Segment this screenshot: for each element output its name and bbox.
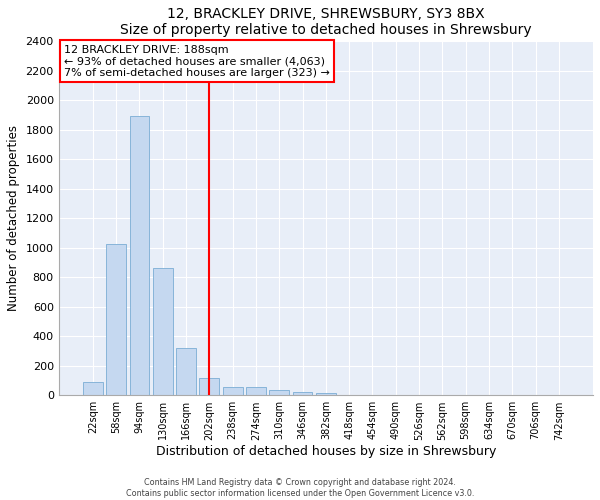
Title: 12, BRACKLEY DRIVE, SHREWSBURY, SY3 8BX
Size of property relative to detached ho: 12, BRACKLEY DRIVE, SHREWSBURY, SY3 8BX … xyxy=(120,7,532,37)
Text: Contains HM Land Registry data © Crown copyright and database right 2024.
Contai: Contains HM Land Registry data © Crown c… xyxy=(126,478,474,498)
Bar xyxy=(130,116,149,396)
Bar xyxy=(153,268,173,396)
Bar xyxy=(199,378,219,396)
Text: 12 BRACKLEY DRIVE: 188sqm
← 93% of detached houses are smaller (4,063)
7% of sem: 12 BRACKLEY DRIVE: 188sqm ← 93% of detac… xyxy=(64,44,330,78)
Y-axis label: Number of detached properties: Number of detached properties xyxy=(7,125,20,311)
Bar xyxy=(176,348,196,396)
X-axis label: Distribution of detached houses by size in Shrewsbury: Distribution of detached houses by size … xyxy=(155,445,496,458)
Bar xyxy=(339,394,359,396)
Bar xyxy=(83,382,103,396)
Bar xyxy=(293,392,313,396)
Bar xyxy=(269,390,289,396)
Bar xyxy=(223,387,242,396)
Bar xyxy=(106,244,126,396)
Bar xyxy=(316,393,336,396)
Bar xyxy=(246,387,266,396)
